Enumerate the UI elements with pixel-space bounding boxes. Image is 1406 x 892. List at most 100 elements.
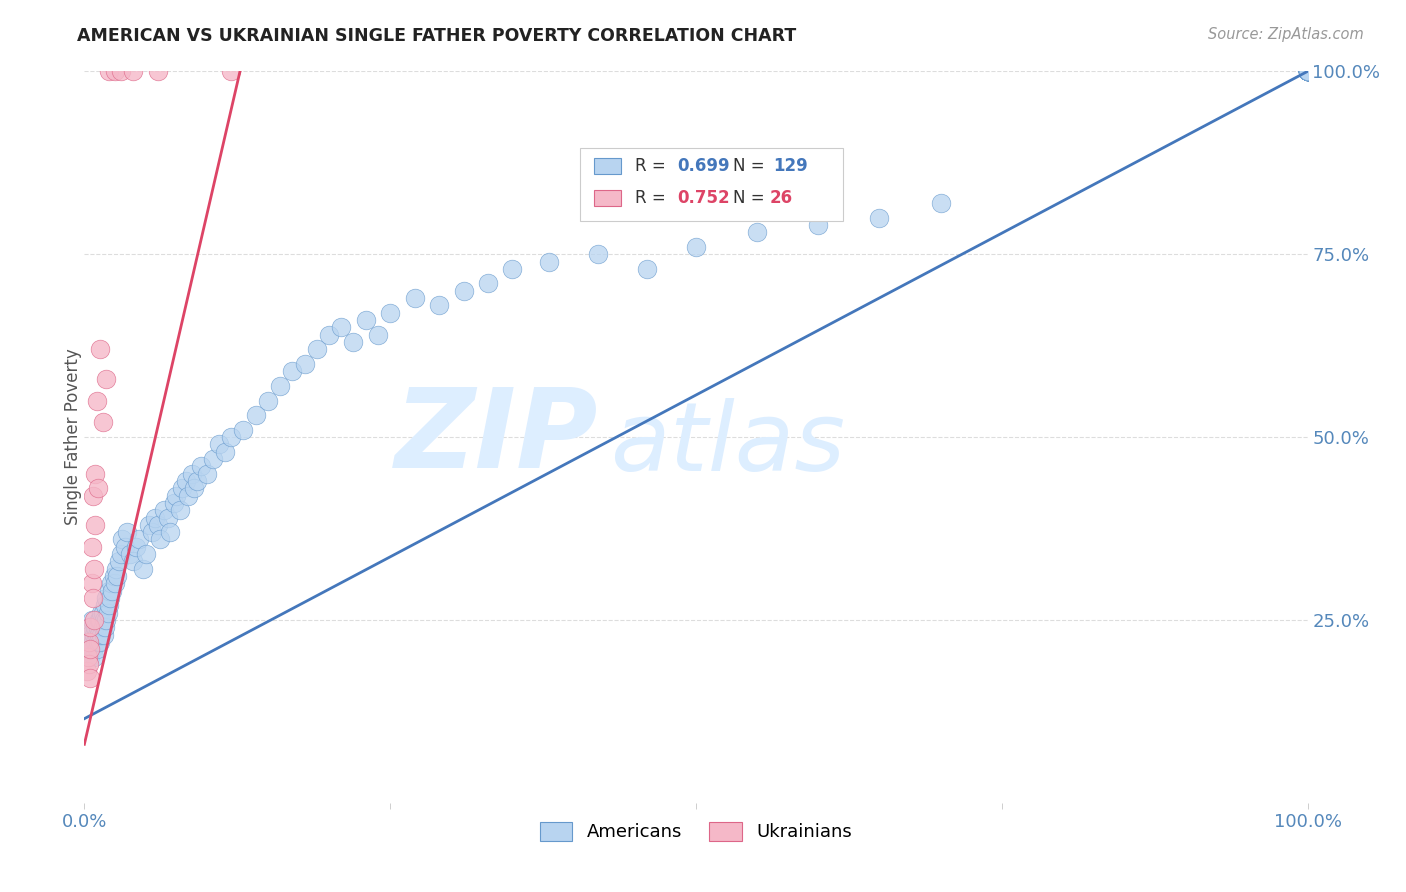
Point (77, 635, 100, 649)
Point (318, 327, 340, 342)
Text: 129: 129 (773, 158, 808, 176)
Point (208, 437, 231, 451)
Text: AMERICAN VS UKRAINIAN SINGLE FATHER POVERTY CORRELATION CHART: AMERICAN VS UKRAINIAN SINGLE FATHER POVE… (77, 27, 797, 45)
Point (1296, 64, 1319, 78)
Point (132, 562, 155, 576)
Point (186, 474, 208, 488)
Point (87, 635, 110, 649)
Point (104, 576, 127, 591)
Point (477, 277, 499, 291)
Point (107, 554, 129, 568)
Point (1296, 64, 1319, 78)
Point (83, 613, 105, 627)
Text: N =: N = (733, 158, 765, 176)
Point (97, 64, 120, 78)
Text: R =: R = (636, 158, 671, 176)
Point (1296, 64, 1319, 78)
Point (110, 547, 132, 561)
Point (89, 635, 111, 649)
Point (79, 627, 101, 641)
Point (1296, 64, 1319, 78)
Point (1296, 64, 1319, 78)
Point (86, 393, 108, 408)
Text: atlas: atlas (610, 398, 845, 491)
Point (135, 547, 157, 561)
Point (125, 540, 148, 554)
Point (93, 613, 115, 627)
Point (82, 635, 104, 649)
Point (115, 525, 138, 540)
Point (84, 467, 107, 481)
Y-axis label: Single Father Poverty: Single Father Poverty (65, 349, 82, 525)
Point (86, 627, 108, 641)
Point (82, 642, 104, 657)
Point (1296, 64, 1319, 78)
Point (122, 554, 145, 568)
Point (1296, 64, 1319, 78)
Point (98, 591, 121, 605)
Point (96, 613, 118, 627)
Point (380, 306, 402, 320)
Point (183, 481, 205, 495)
FancyBboxPatch shape (595, 190, 621, 206)
Text: R =: R = (636, 189, 671, 207)
Point (747, 225, 769, 239)
Point (169, 503, 191, 517)
Point (87, 620, 110, 634)
Point (1296, 64, 1319, 78)
Point (174, 474, 197, 488)
Point (77, 649, 100, 664)
Point (1296, 64, 1319, 78)
Point (195, 467, 218, 481)
Point (91, 606, 114, 620)
Point (1296, 64, 1319, 78)
Point (118, 547, 141, 561)
Point (257, 393, 280, 408)
Point (232, 423, 254, 437)
Point (177, 489, 200, 503)
Point (114, 540, 136, 554)
Point (636, 261, 658, 276)
Point (156, 510, 179, 524)
Point (404, 291, 426, 305)
Point (105, 569, 128, 583)
Point (586, 247, 609, 261)
Point (1296, 64, 1319, 78)
Point (83, 649, 105, 664)
Point (929, 196, 952, 211)
Point (87, 613, 110, 627)
Point (269, 379, 291, 393)
Point (294, 357, 316, 371)
Point (163, 496, 186, 510)
Point (97, 599, 120, 613)
Point (101, 583, 124, 598)
Point (80, 576, 103, 591)
Point (1296, 64, 1319, 78)
Point (80, 613, 103, 627)
Point (305, 343, 328, 357)
Point (94, 599, 117, 613)
Point (90, 627, 112, 641)
Point (869, 211, 891, 225)
Point (84, 635, 107, 649)
Point (84, 517, 107, 532)
Point (79, 642, 101, 657)
Point (1296, 64, 1319, 78)
Point (367, 327, 389, 342)
Point (214, 444, 236, 458)
Point (330, 320, 353, 334)
Point (1296, 64, 1319, 78)
Point (103, 569, 125, 583)
Point (181, 467, 204, 481)
Point (77, 657, 100, 671)
Point (138, 517, 160, 532)
Text: N =: N = (733, 189, 765, 207)
Point (96, 591, 118, 605)
Point (1296, 64, 1319, 78)
Point (141, 525, 163, 540)
Point (83, 627, 105, 641)
FancyBboxPatch shape (595, 159, 621, 175)
Point (100, 576, 122, 591)
Point (342, 334, 364, 349)
Point (159, 525, 181, 540)
